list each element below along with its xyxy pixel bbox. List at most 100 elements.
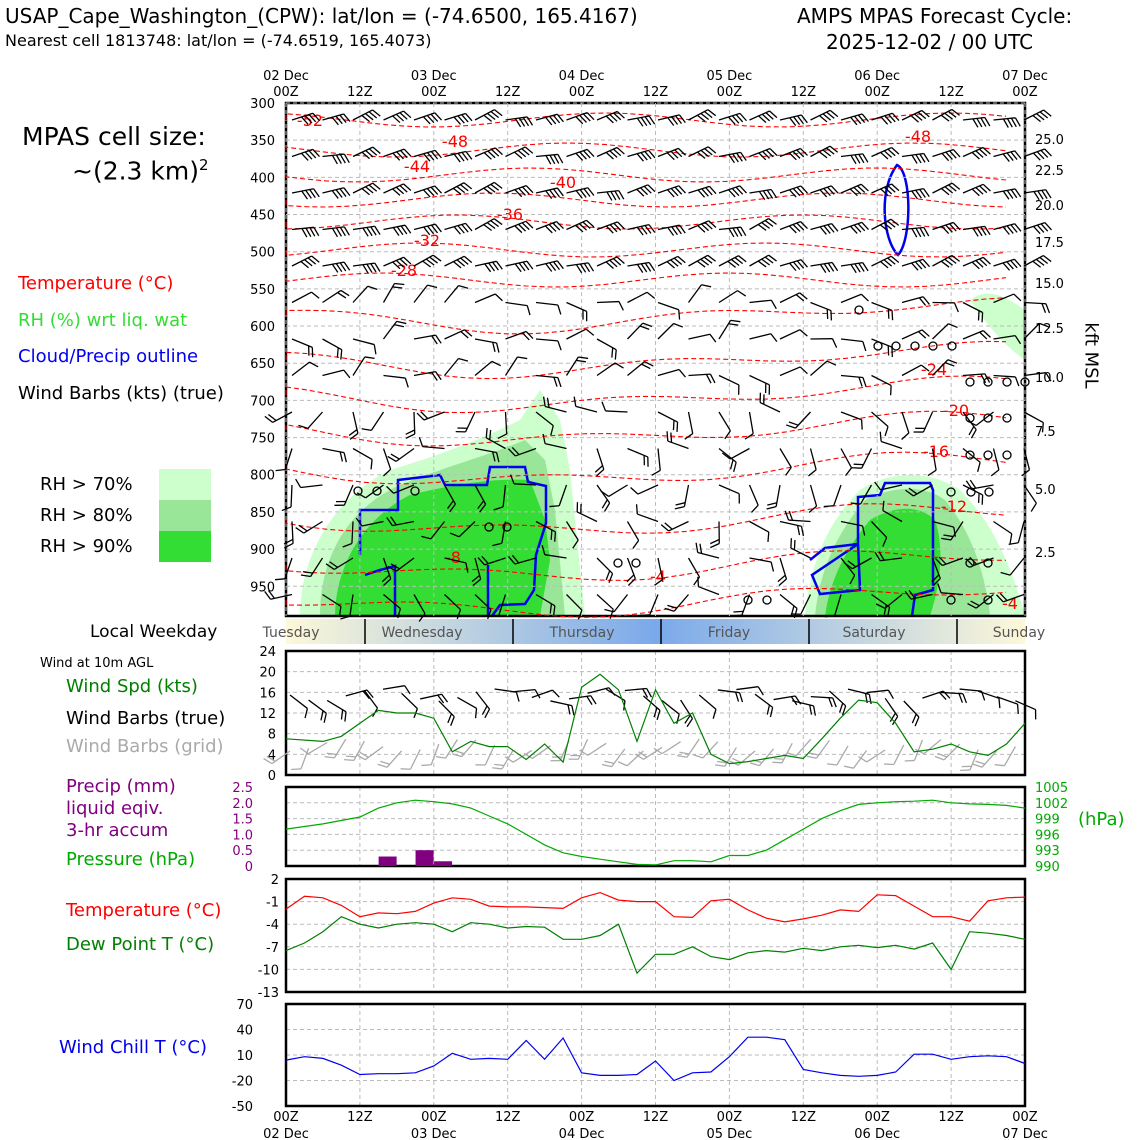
barb-flag xyxy=(492,767,503,770)
barb-flag xyxy=(345,755,356,758)
wind-barb xyxy=(283,521,294,549)
barb-flag xyxy=(264,415,274,423)
wind-barb xyxy=(474,260,503,273)
calm-circle xyxy=(631,558,641,568)
barb-flag xyxy=(494,763,505,767)
wind-barb xyxy=(962,183,991,197)
barb-shaft xyxy=(284,557,293,580)
barb-flag xyxy=(827,763,838,766)
barb-shaft xyxy=(779,329,801,340)
barb-flag xyxy=(636,226,644,236)
barb-flag xyxy=(915,427,926,430)
barb-shaft xyxy=(307,741,328,755)
barb-flag xyxy=(517,356,528,360)
wind-barb xyxy=(322,153,350,165)
barb-flag xyxy=(732,153,739,163)
barb-flag xyxy=(666,261,675,269)
barb-flag xyxy=(493,218,503,226)
barb-flag xyxy=(962,693,968,704)
bottom-date-label: 02 Dec xyxy=(263,1127,309,1140)
barb-flag xyxy=(335,115,343,125)
top-date-label: 05 Dec xyxy=(706,69,752,84)
barb-flag xyxy=(770,333,778,342)
wind-barb xyxy=(340,594,354,620)
wind-barb xyxy=(718,185,747,198)
barb-flag xyxy=(701,188,709,197)
barb-flag xyxy=(1043,109,1052,117)
barb-shaft xyxy=(322,593,342,608)
barb-flag xyxy=(708,220,717,228)
barb-shaft xyxy=(596,594,614,610)
legend-rh: RH (%) wrt liq. wat xyxy=(18,310,188,331)
barb-flag xyxy=(671,226,678,236)
barb-shaft xyxy=(413,284,428,303)
barb-flag xyxy=(770,561,775,572)
barb-flag xyxy=(799,292,808,300)
barb-flag xyxy=(644,116,652,126)
temperature-contour-label: -36 xyxy=(497,205,523,224)
barb-flag xyxy=(674,115,683,124)
barb-flag xyxy=(638,751,648,758)
wind-barb-grid xyxy=(843,750,868,769)
barb-flag xyxy=(937,583,942,594)
wind-barb xyxy=(749,333,778,342)
wind-barb xyxy=(874,551,903,562)
calm-circle xyxy=(891,341,901,351)
barb-flag xyxy=(982,330,991,338)
barb-shaft xyxy=(352,285,369,303)
barb-shaft xyxy=(840,520,863,527)
barb-flag xyxy=(761,113,771,122)
barb-flag xyxy=(643,185,652,194)
barb-flag xyxy=(800,221,808,230)
barb-flag xyxy=(636,264,644,273)
barb-flag xyxy=(392,115,401,124)
wind-barb xyxy=(932,182,961,196)
wind-barb xyxy=(882,500,903,523)
barb-shaft xyxy=(698,586,720,596)
barb-shaft xyxy=(382,685,405,690)
barb-flag xyxy=(674,505,685,510)
barb-flag xyxy=(671,116,679,125)
wind-barb xyxy=(322,447,348,463)
barb-flag xyxy=(915,154,922,164)
wind-barb-true xyxy=(345,689,374,700)
barb-flag xyxy=(648,224,656,233)
wind-barb xyxy=(383,594,402,619)
barb-flag xyxy=(492,542,503,547)
wind-barb-grid xyxy=(634,746,663,760)
barb-flag xyxy=(366,263,373,273)
barb-flag xyxy=(601,499,608,509)
barb-shaft xyxy=(291,361,310,377)
barb-flag xyxy=(494,293,503,302)
wind-barb xyxy=(596,256,625,269)
barb-flag xyxy=(343,261,351,271)
wind-barb xyxy=(381,557,392,586)
pressure-tick-label: 900 xyxy=(250,543,275,558)
barb-flag xyxy=(857,223,866,232)
barb-flag xyxy=(511,554,520,564)
wind-barb xyxy=(810,338,838,348)
barb-shaft xyxy=(749,520,770,533)
barb-flag xyxy=(361,188,370,196)
wind-barb xyxy=(322,289,350,304)
barb-flag xyxy=(941,188,950,196)
barb-flag xyxy=(609,259,618,268)
barb-flag xyxy=(653,747,663,755)
barb-shaft xyxy=(1023,322,1040,340)
barb-flag xyxy=(580,503,582,514)
barb-shaft xyxy=(596,300,620,304)
barb-flag xyxy=(636,188,645,197)
barb-flag xyxy=(858,262,865,272)
barb-shaft xyxy=(637,484,659,495)
wind-barb xyxy=(871,411,889,437)
barb-flag xyxy=(361,114,370,123)
wind-barb xyxy=(871,183,900,196)
wind-barb xyxy=(932,520,957,537)
barb-flag xyxy=(312,148,320,158)
barb-flag xyxy=(795,294,805,302)
barb-flag xyxy=(684,433,694,440)
barb-shaft xyxy=(687,411,694,434)
barb-flag xyxy=(948,184,957,192)
wind-barb xyxy=(535,593,556,616)
